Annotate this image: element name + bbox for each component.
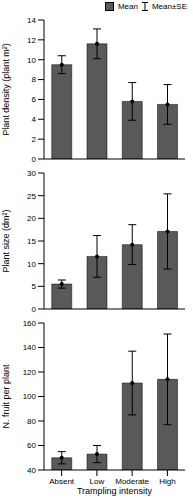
svg-text:25: 25: [27, 192, 36, 201]
html-text:Mean±SE: Mean±SE: [151, 2, 187, 11]
svg-text:Plant density (plant m²): Plant density (plant m²): [8, 43, 11, 136]
svg-text:15: 15: [27, 237, 36, 246]
svg-text:5: 5: [32, 282, 37, 291]
svg-text:12: 12: [27, 36, 36, 45]
svg-text:160: 160: [23, 319, 37, 328]
svg-text:6: 6: [32, 95, 37, 104]
svg-text:100: 100: [23, 392, 37, 401]
svg-text:2: 2: [32, 135, 37, 144]
svg-text:20: 20: [27, 214, 36, 223]
svg-text:60: 60: [27, 441, 36, 450]
svg-text:120: 120: [23, 368, 37, 377]
svg-text:Trampling intensity: Trampling intensity: [77, 486, 153, 496]
html-text:Mean: Mean: [117, 2, 138, 11]
svg-text:Absent: Absent: [49, 477, 75, 486]
svg-text:40: 40: [27, 466, 36, 475]
svg-text:10: 10: [27, 56, 36, 65]
svg-text:10: 10: [27, 260, 36, 269]
svg-text:4: 4: [32, 115, 37, 124]
svg-text:Low: Low: [90, 477, 105, 486]
svg-text:140: 140: [23, 343, 37, 352]
svg-text:30: 30: [27, 169, 36, 178]
svg-text:0: 0: [32, 305, 37, 314]
svg-text:0: 0: [32, 155, 37, 164]
svg-text:High: High: [159, 477, 175, 486]
svg-text:80: 80: [27, 417, 36, 426]
svg-text:Moderate: Moderate: [115, 477, 149, 486]
svg-text:N. fruit per plant: N. fruit per plant: [8, 364, 11, 429]
svg-text:14: 14: [27, 16, 36, 25]
svg-text:8: 8: [32, 75, 37, 84]
svg-text:Plant size (dm²): Plant size (dm²): [8, 209, 11, 272]
